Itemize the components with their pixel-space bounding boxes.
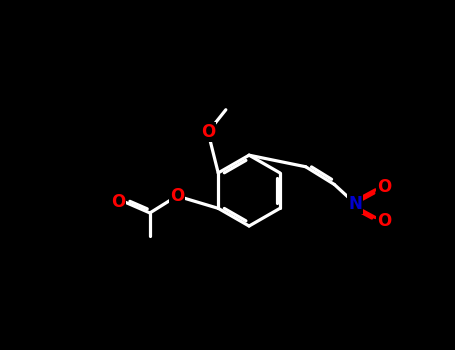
Text: O: O bbox=[377, 212, 391, 230]
Text: O: O bbox=[201, 123, 215, 141]
Text: O: O bbox=[377, 178, 391, 196]
Text: O: O bbox=[111, 193, 125, 211]
Text: N: N bbox=[349, 195, 362, 213]
Text: O: O bbox=[170, 187, 184, 205]
